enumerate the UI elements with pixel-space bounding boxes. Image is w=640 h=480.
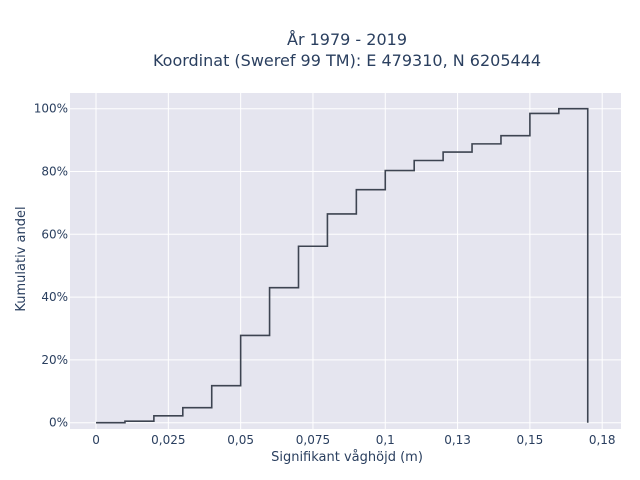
x-tick-label: 0,025 (151, 433, 185, 447)
x-tick-label: 0,15 (517, 433, 544, 447)
y-tick-label: 60% (41, 227, 68, 241)
x-tick-labels: 0 0,025 0,05 0,075 0,1 0,13 0,15 0,18 (92, 433, 615, 447)
y-tick-label: 0% (49, 416, 68, 430)
chart-title-line-2: Koordinat (Sweref 99 TM): E 479310, N 62… (153, 51, 541, 70)
x-tick-label: 0,075 (296, 433, 330, 447)
y-axis-label: Kumulativ andel (14, 206, 29, 311)
x-tick-label: 0,18 (589, 433, 616, 447)
y-tick-label: 80% (41, 165, 68, 179)
grid-lines (70, 93, 621, 429)
y-tick-label: 100% (34, 102, 68, 116)
x-tick-label: 0,05 (227, 433, 254, 447)
y-tick-label: 40% (41, 290, 68, 304)
cumulative-step-line (96, 107, 589, 424)
x-tick-label: 0,1 (376, 433, 395, 447)
y-tick-label: 20% (41, 353, 68, 367)
y-tick-labels: 0% 20% 40% 60% 80% 100% (34, 102, 68, 430)
x-tick-label: 0 (92, 433, 100, 447)
x-axis-label: Signifikant våghöjd (m) (271, 450, 423, 465)
plot-background (70, 93, 621, 429)
x-tick-label: 0,13 (444, 433, 471, 447)
chart-title-line-1: År 1979 - 2019 (287, 30, 407, 49)
series-layer (96, 107, 589, 424)
